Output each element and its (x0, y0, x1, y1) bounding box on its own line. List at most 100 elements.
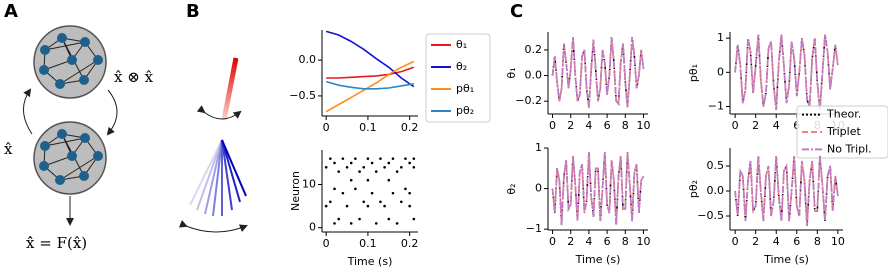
legend-box (796, 105, 888, 159)
x-tick-label: 2 (752, 235, 759, 248)
x-tick-label: 8 (814, 235, 821, 248)
panel-label: C (510, 1, 523, 22)
x-tick-label: 10 (636, 235, 650, 248)
spike (387, 178, 391, 182)
legend-label: θ₂ (456, 60, 467, 73)
spike (366, 157, 370, 160)
y-axis-label: pθ₂ (687, 180, 700, 198)
spike (408, 191, 411, 195)
x-tick-label: 10 (636, 119, 650, 132)
spike (358, 170, 361, 173)
y-tick-label: 0.5 (707, 159, 725, 172)
spike (366, 204, 370, 208)
spike (341, 157, 345, 160)
series-line (325, 80, 414, 90)
x-axis-label: Time (s) (347, 255, 393, 268)
series-line (734, 34, 839, 110)
legend-label: θ₁ (456, 38, 467, 51)
spike (391, 191, 395, 195)
spike (362, 165, 366, 169)
series-line (325, 60, 415, 113)
pendulum-drawing (178, 57, 248, 233)
y-tick-label: 10 (302, 178, 316, 191)
spike (379, 200, 382, 204)
legend-label: pθ₁ (456, 82, 474, 95)
x-tick-label: 0 (732, 235, 739, 248)
spike (404, 157, 407, 160)
spike (337, 170, 340, 173)
x-tick-label: 0 (549, 235, 556, 248)
y-axis-label: θ₁ (505, 67, 518, 78)
y-tick-label: 1 (717, 31, 724, 44)
x-tick-label: 6 (604, 235, 611, 248)
spike (337, 217, 340, 221)
equation: x̂ ⊗ x̂ (114, 68, 154, 86)
series-line (551, 152, 645, 226)
spike (400, 165, 403, 169)
x-tick-label: 0.1 (359, 237, 377, 250)
spike (333, 187, 336, 191)
spike (374, 170, 378, 173)
spike (395, 222, 399, 225)
spike (387, 161, 391, 165)
spike (324, 165, 328, 169)
x-tick-label: 2 (567, 235, 574, 248)
spike (412, 157, 416, 160)
series-line (326, 66, 415, 79)
spike (383, 165, 386, 169)
y-tick-label: 0.0 (525, 69, 543, 82)
x-tick-label: 0 (323, 121, 330, 134)
x-tick-label: 4 (773, 119, 780, 132)
spike (383, 204, 386, 208)
spike (358, 217, 361, 221)
network-diagram (23, 25, 118, 226)
spike (354, 187, 357, 191)
x-axis-label: Time (s) (763, 253, 809, 266)
x-tick-label: 8 (622, 235, 629, 248)
x-tick-label: 8 (622, 119, 629, 132)
spike (391, 157, 395, 160)
panel-label: A (4, 1, 18, 22)
y-tick-label: 0.0 (707, 184, 725, 197)
x-tick-label: 0 (732, 119, 739, 132)
legend-label: Triplet (826, 125, 861, 138)
spike (387, 217, 391, 221)
x-tick-label: 4 (585, 119, 592, 132)
spike (379, 157, 382, 160)
spike (349, 178, 353, 182)
series-line (734, 155, 839, 227)
spike (412, 217, 416, 221)
spike (374, 222, 378, 225)
x-axis-label: Time (s) (575, 253, 621, 266)
spike (324, 204, 328, 208)
legend-label: No Tripl. (827, 142, 872, 155)
y-tick-label: −0.5 (697, 209, 724, 222)
series-line (551, 37, 645, 108)
spike (329, 200, 332, 204)
y-tick-label: 0 (309, 221, 316, 234)
x-tick-label: 6 (604, 119, 611, 132)
x-tick-label: 0.1 (359, 121, 377, 134)
spike (408, 204, 411, 208)
spike (345, 165, 349, 169)
y-tick-label: −1 (526, 222, 542, 235)
y-tick-label: −0.2 (515, 94, 542, 107)
spike (400, 200, 403, 204)
legend-label: pθ₂ (456, 104, 474, 117)
x-tick-label: 2 (567, 119, 574, 132)
x-tick-label: 0 (323, 237, 330, 250)
x-tick-label: 0.2 (401, 237, 419, 250)
spike (345, 204, 349, 208)
y-axis-label: pθ₁ (687, 64, 700, 82)
spike (341, 191, 345, 195)
y-axis-label: θ₂ (505, 183, 518, 194)
series-line (551, 37, 645, 108)
y-tick-label: 0.0 (299, 53, 317, 66)
spike (333, 222, 336, 225)
panel-label: B (186, 1, 200, 22)
x-tick-label: 0 (549, 119, 556, 132)
spike (412, 165, 416, 169)
spike (366, 178, 370, 182)
